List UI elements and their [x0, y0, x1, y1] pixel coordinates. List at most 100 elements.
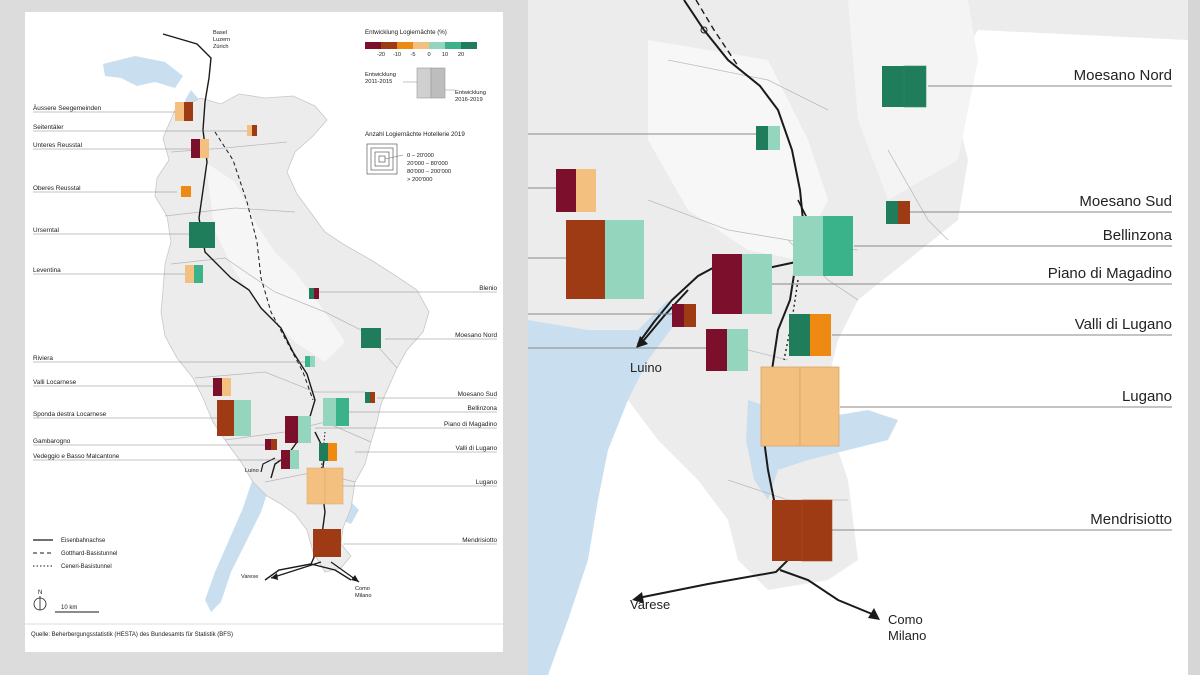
region-symbols: [175, 102, 381, 557]
period-right-line2: 2016-2019: [455, 97, 483, 103]
overview-map-svg: Äussere Seegemeinden Seitentäler Unteres…: [25, 29, 503, 638]
symbol-vedeggio: [281, 450, 299, 469]
right-margin: [1188, 0, 1200, 675]
zoom-label-piano-di-magadino: Piano di Magadino: [1048, 265, 1172, 282]
line-legend: Eisenbahnachse Gotthard-Basistunnel Cene…: [33, 538, 117, 570]
label-valli-locarnese: Valli Locarnese: [33, 379, 77, 386]
size-legend: Anzahl Logiernächte Hotellerie 2019 0 – …: [365, 131, 465, 183]
label-lugano: Lugano: [476, 479, 498, 486]
symbol-moesano-nord: [361, 328, 381, 348]
zoom-symbol-moesano-nord: [882, 65, 927, 108]
zoom-place-milano: Milano: [888, 628, 926, 643]
label-seitentaeler: Seitentäler: [33, 124, 64, 131]
zoom-label-valli-di-lugano: Valli di Lugano: [1075, 316, 1172, 333]
zoom-arrow-luino: [643, 289, 689, 341]
zoom-symbol-vedeggio: [706, 329, 748, 371]
symbol-piano-di-magadino: [285, 416, 311, 443]
zoom-lake-maggiore: [528, 300, 678, 675]
colour-swatch: [445, 42, 461, 49]
label-bellinzona: Bellinzona: [468, 405, 498, 412]
zoom-symbol-gambarogno: [672, 304, 696, 327]
place-como: Como: [355, 586, 370, 592]
zoom-label-bellinzona: Bellinzona: [1103, 227, 1173, 244]
label-leventina: Leventina: [33, 267, 61, 274]
colour-ticks: -20 -10 -5 0 10 20: [377, 52, 464, 58]
colour-tick-label: -10: [393, 52, 401, 58]
zoom-symbol-upper-left: [756, 126, 780, 150]
region-labels: Äussere Seegemeinden Seitentäler Unteres…: [33, 104, 497, 544]
place-zuerich: Zürich: [213, 44, 229, 50]
arrow-varese-head: [271, 573, 278, 580]
lake-lucerne: [103, 56, 183, 88]
zoom-symbol-valli-locarnese: [556, 169, 596, 212]
north-arrow: N: [33, 590, 47, 611]
zoom-label-moesano-sud: Moesano Sud: [1079, 193, 1172, 210]
label-blenio: Blenio: [479, 285, 497, 292]
zoom-label-mendrisiotto: Mendrisiotto: [1090, 511, 1172, 528]
zoom-symbol-moesano-sud: [886, 201, 910, 224]
label-urserntal: Urserntal: [33, 227, 59, 234]
period-left-line2: 2011-2015: [365, 79, 392, 85]
label-piano-di-magadino: Piano di Magadino: [444, 421, 497, 428]
label-vedeggio: Vedeggio e Basso Malcantone: [33, 453, 120, 460]
zoom-symbol-valli-di-lugano: [789, 314, 831, 356]
label-gambarogno: Gambarogno: [33, 438, 71, 445]
zoomed-map: Moesano Nord Moesano Sud Bellinzona Pian…: [528, 0, 1188, 675]
zoom-place-luino: Luino: [630, 360, 662, 375]
symbol-gambarogno: [265, 439, 277, 450]
colour-swatch: [381, 42, 397, 49]
label-oberes-reusstal: Oberes Reusstal: [33, 185, 81, 192]
zoom-place-varese: Varese: [630, 597, 670, 612]
arrow-varese: [270, 561, 322, 579]
scale-label: 10 km: [61, 605, 77, 611]
symbol-mendrisiotto: [313, 529, 341, 557]
place-varese: Varese: [241, 574, 258, 580]
scale-bar: 10 km: [55, 605, 99, 613]
place-basel: Basel: [213, 30, 227, 36]
symbol-lugano: [306, 467, 344, 505]
zoom-symbol-bellinzona: [793, 216, 853, 276]
zoom-labels: Moesano Nord Moesano Sud Bellinzona Pian…: [1048, 67, 1173, 528]
place-milano: Milano: [355, 593, 371, 599]
zoom-terrain-light: [648, 40, 828, 260]
symbol-bellinzona: [323, 398, 349, 426]
colour-swatch: [429, 42, 445, 49]
zoom-symbol-sponda-destra: [566, 220, 644, 299]
zoom-symbol-lugano: [760, 366, 840, 447]
label-unteres-reusstal: Unteres Reusstal: [33, 142, 82, 149]
zoom-place-labels: Luino Varese Como Milano: [630, 360, 926, 643]
label-moesano-nord: Moesano Nord: [455, 332, 497, 339]
zoom-label-moesano-nord: Moesano Nord: [1074, 67, 1172, 84]
label-valli-di-lugano: Valli di Lugano: [456, 445, 498, 452]
overview-map: Äussere Seegemeinden Seitentäler Unteres…: [25, 12, 503, 652]
symbol-aeussere-seegemeinden: [175, 102, 193, 121]
legend-railway: Eisenbahnachse: [61, 538, 106, 544]
north-label: N: [38, 590, 42, 596]
zoom-arrow-como-head: [868, 608, 880, 620]
zoomed-map-svg: Moesano Nord Moesano Sud Bellinzona Pian…: [528, 0, 1188, 675]
colour-tick-label: -20: [377, 52, 385, 58]
zoom-region-symbols: [556, 65, 927, 562]
zoom-arrow-luino-head: [636, 336, 648, 348]
colour-swatch: [365, 42, 381, 49]
colour-swatch: [397, 42, 413, 49]
legend-ceneri: Ceneri-Basistunnel: [61, 564, 112, 570]
symbol-blenio: [309, 288, 319, 299]
label-moesano-sud: Moesano Sud: [458, 391, 498, 398]
zoom-symbol-piano-di-magadino: [712, 254, 772, 314]
label-mendrisiotto: Mendrisiotto: [462, 537, 497, 544]
colour-tick-label: -5: [411, 52, 416, 58]
symbol-riviera: [305, 356, 315, 367]
colour-swatch: [461, 42, 477, 49]
size-legend-title: Anzahl Logiernächte Hotellerie 2019: [365, 131, 465, 138]
symbol-sponda-destra: [217, 400, 251, 436]
label-riviera: Riviera: [33, 355, 53, 362]
colour-legend: Entwicklung Logiernächte (%) -20 -10 -5 0 10…: [365, 29, 477, 58]
terrain-shade: [205, 162, 345, 362]
colour-tick-label: 0: [427, 52, 430, 58]
symbol-seitentaeler: [247, 125, 257, 136]
zoom-arrow-varese-head: [632, 592, 644, 603]
symbol-valli-locarnese: [213, 378, 231, 396]
zoom-gotthard-tunnel: [695, 0, 739, 67]
